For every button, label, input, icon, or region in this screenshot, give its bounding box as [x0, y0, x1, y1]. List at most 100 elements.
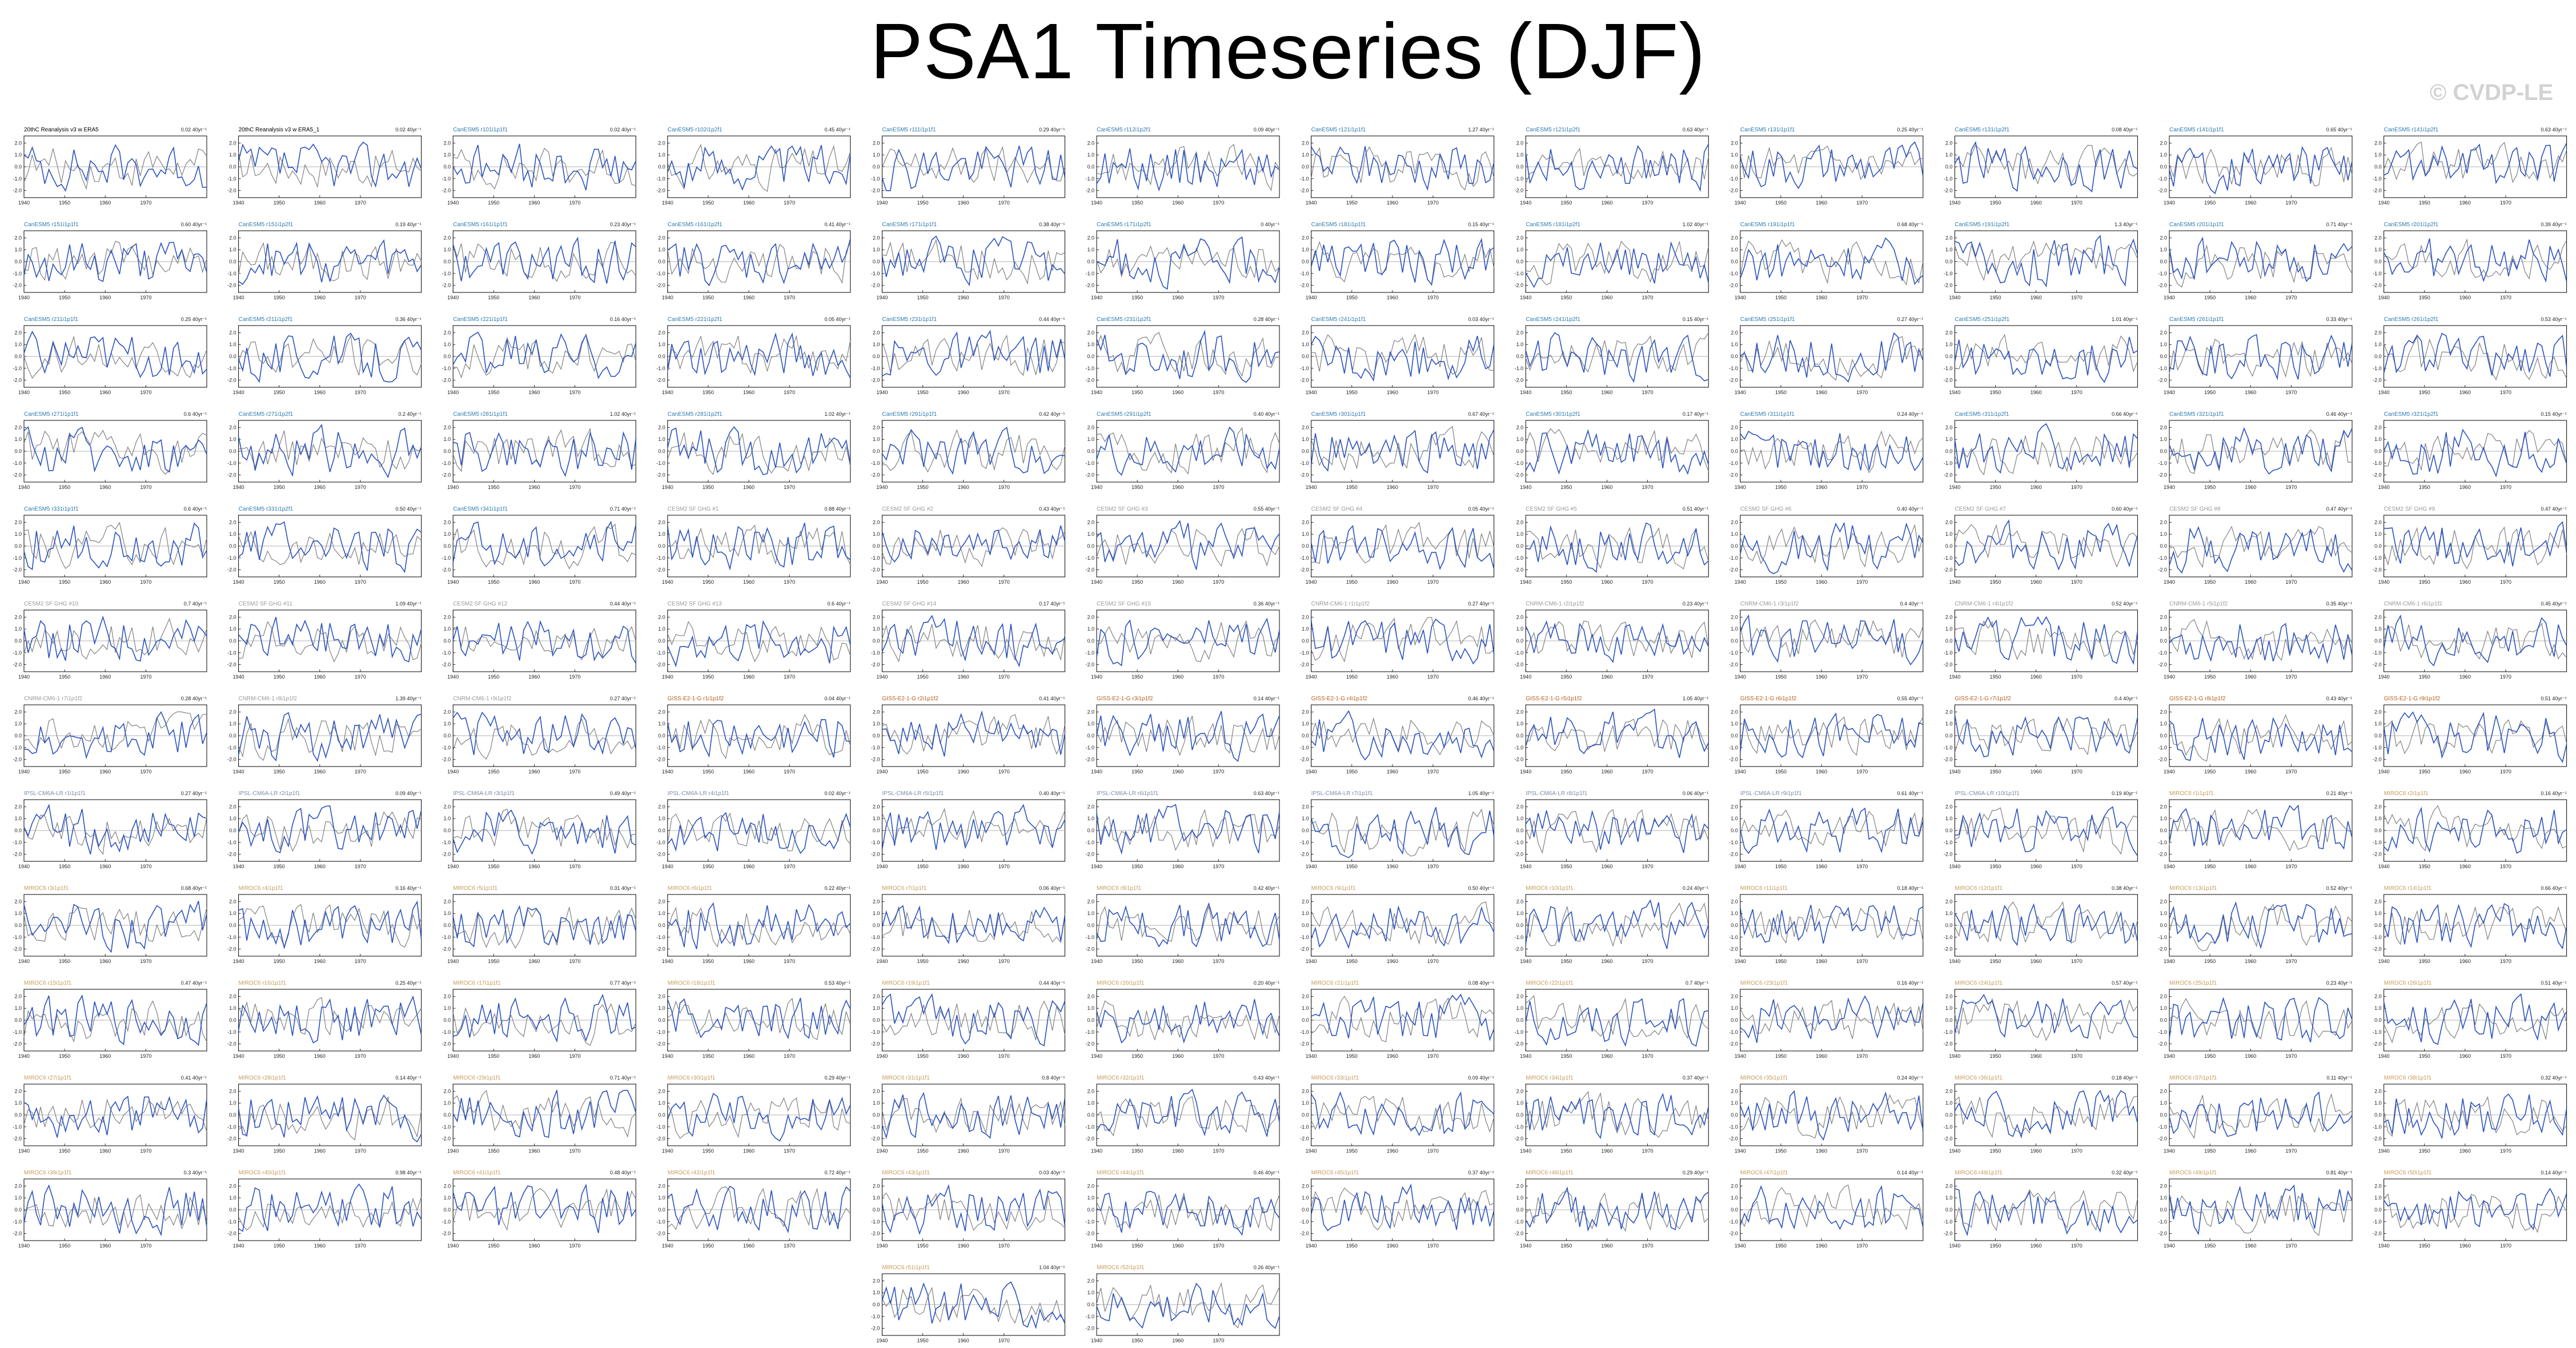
series-line-observed — [881, 808, 1065, 849]
series-line-observed — [2169, 998, 2353, 1040]
y-tick-label: -1.0 — [1300, 366, 1309, 371]
x-tick-label: 1970 — [569, 200, 581, 206]
x-tick-label: 1960 — [2031, 1148, 2042, 1154]
panel-trend: 0.41 40yr⁻¹ — [1039, 696, 1065, 701]
x-tick-label: 1970 — [2071, 1053, 2083, 1059]
y-tick-label: 2.0 — [1516, 330, 1524, 335]
x-tick-label: 1940 — [233, 200, 244, 206]
panel-trend: 0.4 40yr⁻¹ — [1900, 601, 1923, 607]
y-tick-label: -2.0 — [1085, 662, 1094, 668]
panel-trend: 0.06 40yr⁻¹ — [1683, 791, 1708, 796]
y-tick-label: 2.0 — [1087, 804, 1094, 809]
x-tick-label: 1950 — [1131, 1053, 1143, 1059]
y-tick-label: 0.0 — [14, 543, 22, 549]
x-tick-label: 1940 — [1520, 958, 1531, 964]
x-tick-label: 1950 — [1131, 674, 1143, 680]
x-tick-label: 1940 — [1091, 864, 1102, 869]
x-tick-label: 1950 — [488, 484, 499, 490]
panel-trend: 0.68 40yr⁻¹ — [1897, 222, 1923, 227]
y-tick-label: 2.0 — [1516, 424, 1524, 430]
panel-trend: 0.44 40yr⁻¹ — [610, 601, 636, 607]
y-tick-label: 0.0 — [658, 543, 665, 549]
x-tick-label: 1970 — [1856, 1053, 1868, 1059]
y-tick-label: 1.0 — [873, 152, 880, 158]
series-line-observed — [452, 719, 636, 760]
y-tick-label: -1.0 — [227, 1219, 236, 1225]
x-tick-label: 1940 — [1949, 958, 1960, 964]
x-tick-label: 1960 — [528, 390, 540, 395]
panel-title: CanESM5 r251i1p2f1 — [1955, 316, 2009, 323]
panel-title: CanESM5 r211i1p1f1 — [24, 316, 78, 323]
x-tick-label: 1970 — [1856, 769, 1868, 775]
series-line-simulated — [23, 426, 207, 473]
panel-title: MIROC6 r12i1p1f1 — [1955, 885, 2003, 892]
x-tick-label: 1940 — [1306, 1243, 1317, 1249]
x-tick-label: 1950 — [59, 674, 70, 680]
x-tick-label: 1940 — [2378, 484, 2390, 490]
panel: CanESM5 r171i1p1f1 0.38 40yr⁻¹2.01.00.0-1… — [871, 222, 1066, 300]
x-tick-label: 1960 — [1387, 295, 1398, 300]
x-tick-label: 1940 — [447, 1053, 459, 1059]
panel-trend: 0.38 40yr⁻¹ — [1039, 222, 1065, 227]
panel-title: MIROC6 r43i1p1f1 — [882, 1170, 930, 1176]
panel-title: MIROC6 r15i1p1f1 — [24, 980, 72, 986]
x-tick-label: 1960 — [2245, 295, 2256, 300]
panel-trend: 0.4 40yr⁻¹ — [2114, 696, 2137, 701]
series-line-observed — [1740, 619, 1924, 657]
x-tick-label: 1960 — [1601, 769, 1612, 775]
y-tick-label: -1.0 — [442, 1219, 451, 1225]
x-tick-label: 1950 — [488, 390, 499, 395]
y-tick-label: -2.0 — [656, 567, 665, 573]
x-tick-label: 1960 — [314, 674, 326, 680]
series-line-simulated — [2383, 1187, 2567, 1230]
y-tick-label: 1.0 — [1731, 910, 1738, 916]
series-line-observed — [1740, 1000, 1924, 1039]
x-tick-label: 1960 — [958, 958, 969, 964]
panel-title: CNRM-CM6-1 r1i1p1f2 — [1311, 601, 1370, 607]
series-line-simulated — [1525, 241, 1709, 288]
y-tick-label: -2.0 — [13, 1041, 22, 1047]
x-tick-label: 1950 — [59, 200, 70, 206]
x-tick-label: 1950 — [703, 200, 714, 206]
series-line-simulated — [1954, 903, 2138, 946]
y-tick-label: -2.0 — [1085, 1041, 1094, 1047]
y-tick-label: 0.0 — [229, 733, 236, 739]
x-tick-label: 1950 — [1989, 1243, 2001, 1249]
x-tick-label: 1950 — [1131, 484, 1143, 490]
x-tick-label: 1940 — [876, 1053, 888, 1059]
y-tick-label: 2.0 — [229, 424, 236, 430]
y-tick-label: 0.0 — [873, 543, 880, 549]
y-tick-label: 2.0 — [2160, 1183, 2167, 1189]
y-tick-label: 1.0 — [1731, 816, 1738, 821]
y-tick-label: 0.0 — [14, 922, 22, 928]
y-tick-label: 0.0 — [14, 1017, 22, 1023]
y-tick-label: 0.0 — [2160, 543, 2167, 549]
x-tick-label: 1970 — [784, 295, 795, 300]
x-tick-label: 1950 — [2419, 1053, 2430, 1059]
y-tick-label: 2.0 — [2374, 1183, 2382, 1189]
y-tick-label: -1.0 — [13, 460, 22, 466]
series-line-observed — [23, 617, 207, 660]
panel-title: CanESM5 r111i1p1f1 — [882, 127, 936, 133]
x-tick-label: 1940 — [2164, 1148, 2175, 1154]
series-line-simulated — [1740, 614, 1924, 666]
y-tick-label: 2.0 — [873, 140, 880, 146]
series-line-simulated — [667, 997, 851, 1040]
x-tick-label: 1950 — [1775, 769, 1787, 775]
y-tick-label: 1.0 — [2374, 1100, 2382, 1106]
panel-trend: 0.72 40yr⁻¹ — [825, 1170, 850, 1176]
y-tick-label: 0.0 — [2374, 164, 2382, 170]
x-tick-label: 1940 — [1735, 579, 1746, 585]
y-tick-label: -1.0 — [2158, 840, 2167, 845]
x-tick-label: 1960 — [1387, 579, 1398, 585]
series-line-observed — [1954, 240, 2138, 282]
y-tick-label: -2.0 — [442, 188, 451, 194]
y-tick-label: -1.0 — [871, 840, 880, 845]
x-tick-label: 1970 — [2285, 674, 2297, 680]
series-line-observed — [238, 149, 422, 188]
y-tick-label: -1.0 — [2158, 366, 2167, 371]
panel: MIROC6 r29i1p1f1 0.71 40yr⁻¹2.01.00.0-1.0… — [442, 1075, 636, 1154]
series-line-simulated — [1740, 521, 1924, 575]
series-line-simulated — [2169, 1184, 2353, 1235]
panel-trend: 0.43 40yr⁻¹ — [1254, 1075, 1279, 1081]
